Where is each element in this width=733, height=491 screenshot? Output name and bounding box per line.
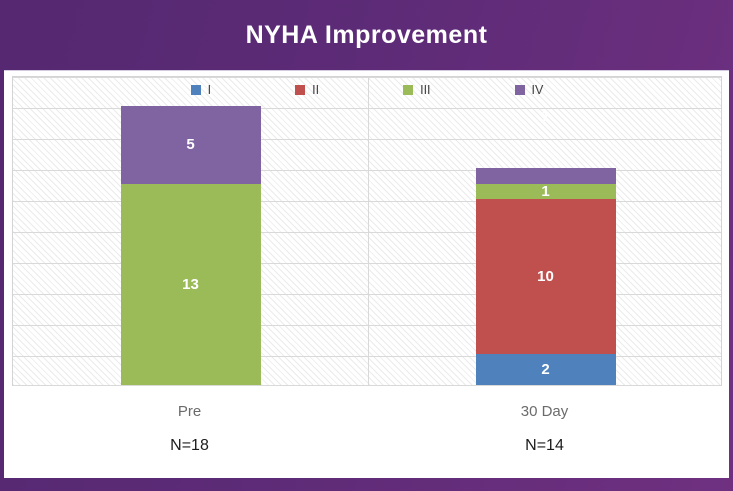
category-label: Pre: [177, 403, 202, 420]
data-label: 1: [541, 182, 550, 200]
legend-swatch-icon: [403, 85, 414, 95]
bar-segment-iv: 5: [120, 106, 261, 184]
gridline: [13, 139, 721, 140]
legend-label: III: [420, 83, 431, 97]
chart-panel: I II III IV 5 13 1 10 2 1 Pre N=18 30 Day N=14: [4, 70, 729, 478]
stacked-bar-pre: 5 13: [120, 106, 261, 385]
sample-size-label: N=18: [170, 437, 209, 454]
bar-segment-ii: 10: [475, 199, 616, 354]
legend-item-ii: II: [295, 83, 319, 97]
stacked-bar-30-day: 1 10 2: [475, 168, 616, 385]
legend: I II III IV: [13, 81, 721, 99]
bar-segment-iii: 13: [120, 183, 261, 385]
gridline: [13, 77, 721, 78]
gridline: [13, 232, 721, 233]
plot-area: I II III IV 5 13 1 10 2 1: [12, 76, 722, 386]
legend-item-iv: IV: [514, 83, 544, 97]
category-divider-line: [368, 77, 369, 385]
legend-swatch-icon: [295, 85, 306, 95]
category-label: 30 Day: [520, 403, 569, 420]
legend-label: II: [312, 83, 320, 97]
data-label: 13: [182, 275, 199, 293]
legend-item-iii: III: [403, 83, 431, 97]
gridline: [13, 201, 721, 202]
legend-swatch-icon: [190, 85, 201, 95]
legend-item-i: I: [190, 83, 212, 97]
chart-title: NYHA Improvement: [245, 20, 488, 49]
bar-segment-iv: [475, 168, 616, 184]
floating-data-label-text: 1: [541, 107, 550, 125]
sample-size-label: N=14: [525, 437, 564, 454]
legend-label: I: [207, 83, 212, 97]
legend-label: IV: [531, 83, 544, 97]
gridline: [13, 108, 721, 109]
chart-title-bar: NYHA Improvement: [0, 0, 733, 70]
data-label: 10: [537, 268, 554, 285]
data-label: 2: [541, 361, 550, 378]
data-label: 5: [186, 136, 195, 154]
gridline: [13, 325, 721, 326]
gridline: [13, 385, 721, 386]
legend-swatch-icon: [514, 85, 525, 95]
gridline: [13, 294, 721, 295]
gridline: [13, 170, 721, 171]
bar-segment-i: 2: [475, 354, 616, 385]
gridline: [13, 356, 721, 357]
gridline: [13, 263, 721, 264]
bar-segment-iii: 1: [475, 182, 616, 200]
